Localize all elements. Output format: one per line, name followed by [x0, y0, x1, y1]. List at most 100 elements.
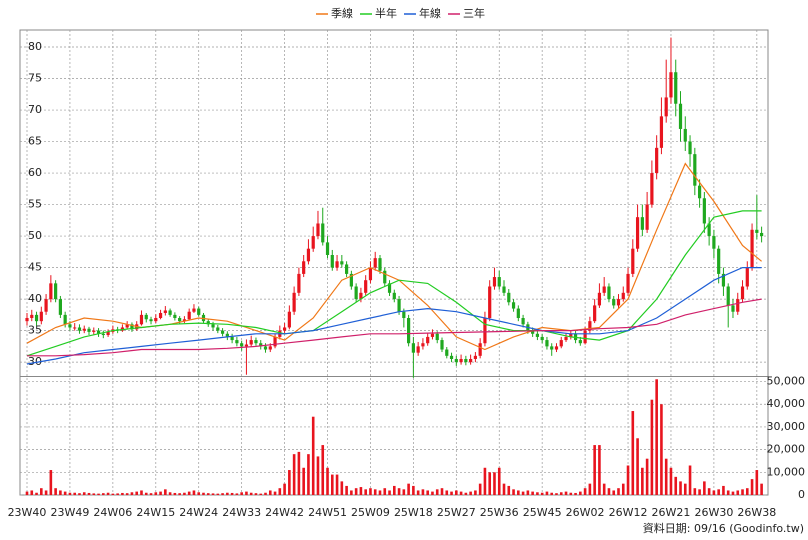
- candle-body: [249, 340, 253, 345]
- candle-body: [645, 204, 649, 230]
- volume-bar: [664, 458, 668, 495]
- volume-bar: [330, 474, 334, 495]
- legend: 季線 半年 年線 三年: [316, 6, 485, 20]
- candle-body: [206, 321, 210, 325]
- volume-bar: [526, 490, 530, 495]
- volume-bar: [254, 493, 258, 495]
- candle-body: [330, 254, 334, 268]
- candle-body: [392, 292, 396, 300]
- volume-bar: [517, 490, 520, 495]
- y-tick-label: 75: [28, 72, 42, 85]
- volume-bar: [478, 483, 482, 495]
- x-tick-label: 25W45: [523, 506, 562, 519]
- volume-bar: [722, 485, 725, 495]
- candle-body: [445, 349, 449, 356]
- volume-tick-label: 50,000: [767, 375, 806, 388]
- volume-bar: [440, 488, 444, 495]
- volume-bar: [121, 492, 124, 495]
- volume-bar: [760, 483, 763, 495]
- candle-body: [259, 343, 263, 347]
- volume-bar: [445, 490, 449, 495]
- x-tick-label: 26W38: [737, 506, 776, 519]
- x-tick-label: 24W24: [179, 506, 218, 519]
- volume-bar: [359, 487, 363, 495]
- candle-body: [87, 328, 91, 332]
- candle-body: [230, 336, 234, 341]
- candle-body: [449, 355, 454, 359]
- ma-line: [26, 210, 762, 357]
- volume-bar: [502, 483, 506, 495]
- volume-bar: [493, 472, 496, 495]
- volume-bar: [354, 488, 358, 495]
- candle-body: [240, 343, 244, 347]
- candle-body: [130, 324, 134, 330]
- candle-body: [354, 286, 358, 300]
- candle-body: [469, 358, 473, 363]
- volume-bar: [345, 485, 348, 495]
- volume-bar: [703, 481, 706, 495]
- candle-body: [564, 336, 568, 341]
- volume-bar: [750, 479, 754, 495]
- candle-body: [254, 340, 258, 344]
- candle-body: [492, 277, 497, 287]
- volume-bar: [311, 416, 315, 495]
- candle-body: [702, 198, 706, 224]
- volume-bar: [660, 404, 663, 495]
- volume-bar: [683, 483, 687, 495]
- candle-body: [106, 331, 110, 336]
- candle-body: [68, 324, 72, 328]
- y-tick-label: 40: [28, 292, 42, 305]
- volume-bar: [421, 489, 425, 495]
- volume-bar: [183, 492, 186, 495]
- candle-body: [96, 330, 101, 334]
- volume-bar: [488, 472, 492, 495]
- volume-bar: [278, 488, 282, 495]
- candle-body: [49, 283, 53, 300]
- candle-body: [364, 280, 368, 293]
- candle-body: [387, 283, 392, 293]
- volume-bar: [59, 490, 62, 495]
- candle-body: [359, 292, 363, 300]
- volume-bar: [626, 465, 630, 495]
- volume-bar: [726, 490, 730, 495]
- candle-body: [488, 286, 492, 319]
- volume-bar: [25, 491, 29, 495]
- candle-body: [368, 267, 373, 281]
- volume-bar: [431, 491, 434, 495]
- candle-body: [335, 261, 339, 268]
- candle-body: [82, 328, 86, 331]
- candle-body: [411, 343, 415, 353]
- candle-body: [344, 264, 349, 274]
- candle-body: [63, 314, 67, 325]
- volume-bar: [92, 493, 96, 495]
- candle-body: [44, 299, 48, 312]
- volume-bar: [416, 490, 420, 495]
- volume-bar: [717, 489, 720, 495]
- volume-bar: [321, 445, 325, 495]
- candle-body: [273, 336, 277, 347]
- candle-body: [407, 318, 411, 344]
- volume-bar: [650, 399, 654, 495]
- volume-tick-label: 20,000: [767, 443, 806, 456]
- candle-body: [554, 346, 559, 350]
- candle-body: [659, 116, 664, 148]
- candle-body: [693, 154, 697, 186]
- volume-bar: [435, 489, 439, 495]
- volume-tick-label: 30,000: [767, 420, 806, 433]
- volume-bar: [30, 490, 34, 495]
- volume-bar: [102, 493, 105, 495]
- candle-body: [416, 346, 420, 353]
- x-tick-label: 25W18: [394, 506, 433, 519]
- candle-body: [454, 358, 458, 363]
- x-tick-label: 25W27: [437, 506, 476, 519]
- volume-bar: [235, 493, 239, 495]
- candle-body: [502, 286, 506, 293]
- candle-body: [707, 223, 711, 237]
- candle-body: [92, 330, 96, 332]
- candle-body: [697, 185, 702, 199]
- volume-bar: [617, 488, 620, 495]
- volume-bar: [412, 485, 415, 495]
- volume-bar: [111, 493, 115, 495]
- candle-body: [674, 72, 678, 104]
- volume-bar: [602, 483, 606, 495]
